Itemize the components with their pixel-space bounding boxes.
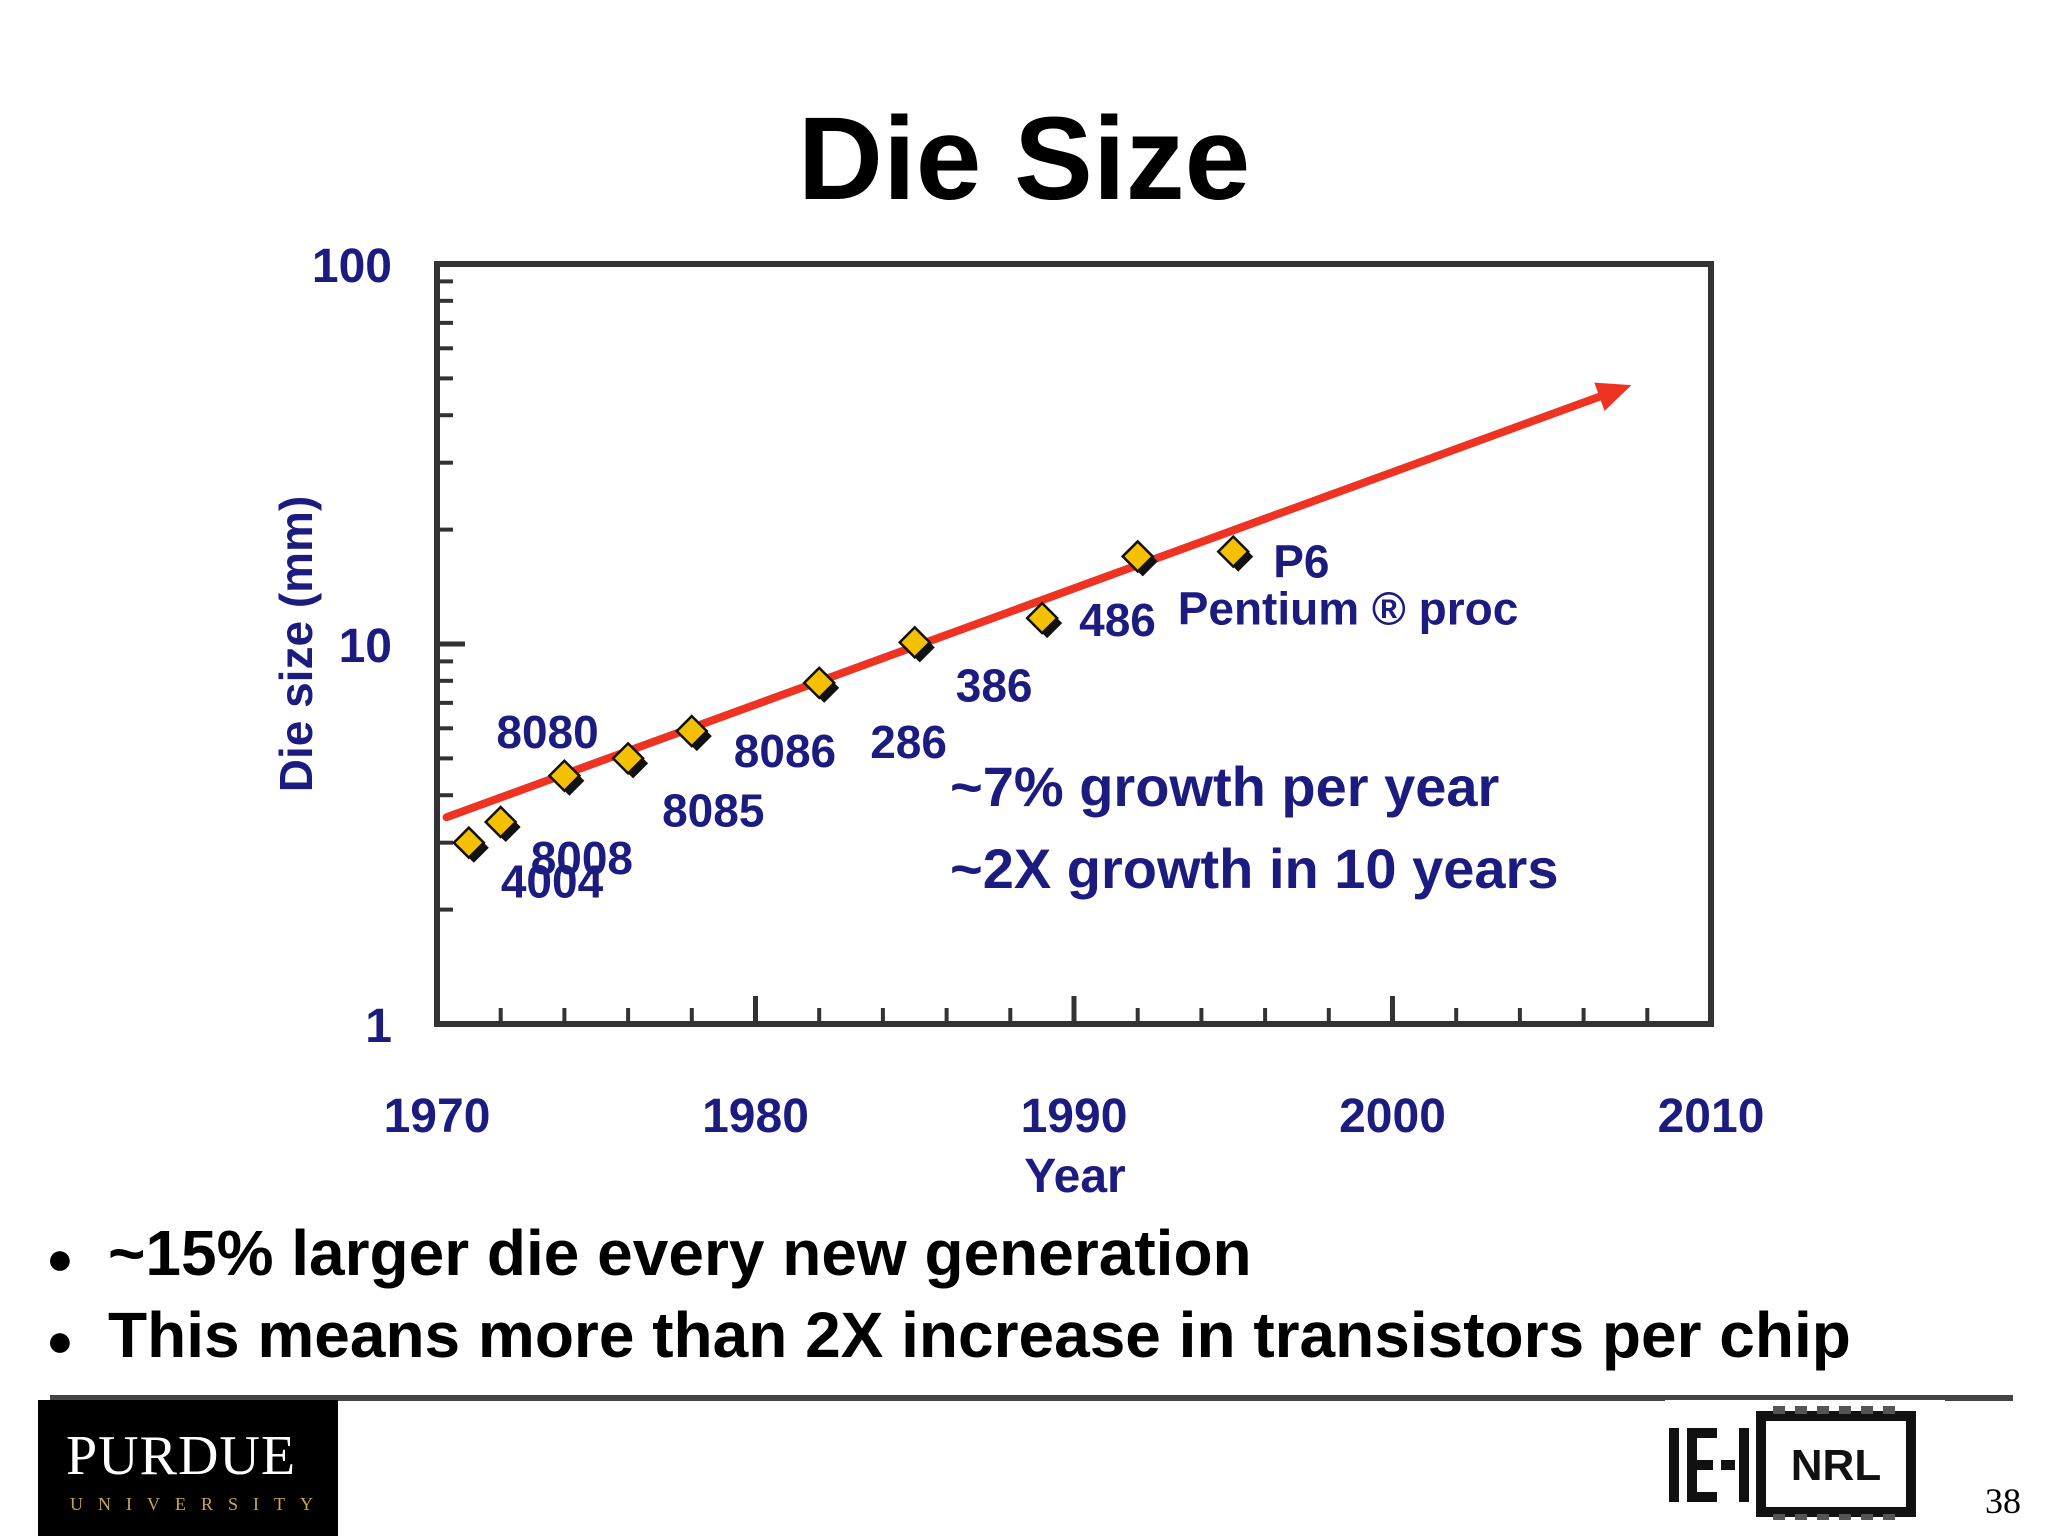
point-label: 8008 [531, 832, 633, 884]
y-tick-label: 10 [339, 620, 392, 673]
axis-major-ticks [434, 261, 1714, 1027]
point-label: P6 [1273, 536, 1329, 588]
point-label: 4004 [501, 856, 604, 908]
point-label: 8080 [496, 706, 598, 758]
marker-diamond [1216, 534, 1251, 569]
point-label: 286 [870, 716, 947, 768]
purdue-logo-sub: UNIVERSITY [70, 1494, 328, 1514]
data-point-marker [897, 625, 935, 663]
marker-diamond [483, 805, 518, 839]
marker-diamond [547, 759, 582, 793]
y-tick-label: 100 [312, 240, 392, 293]
x-tick-label: 2010 [1658, 1090, 1765, 1143]
footer-divider [50, 1395, 2013, 1401]
data-point-marker [611, 741, 649, 779]
plot-frame [434, 261, 1714, 1027]
bullet-item: ● ~15% larger die every new generation [46, 1212, 1851, 1294]
x-tick-label: 1970 [384, 1090, 491, 1143]
x-tick-label: 2000 [1339, 1090, 1446, 1143]
bullet-dot-icon: ● [46, 1232, 74, 1285]
slide-title: Die Size [797, 93, 1251, 225]
x-tick-label: 1980 [702, 1090, 809, 1143]
marker-diamond [1025, 601, 1059, 635]
marker-diamond [1120, 539, 1155, 574]
data-point-marker [802, 666, 840, 703]
data-point-marker [675, 714, 712, 752]
axis-minor-ticks [437, 279, 1650, 1024]
marker-diamond [675, 714, 709, 748]
point-label: 486 [1079, 594, 1156, 646]
y-axis-label: Die size (mm) [270, 496, 322, 793]
y-tick-label: 1 [365, 1000, 392, 1053]
marker-diamond [897, 625, 932, 660]
annotation-growth-rate: ~7% growth per year [950, 755, 1499, 818]
data-point-marker [1025, 601, 1063, 639]
data-point-marker [483, 805, 521, 843]
data-point-marker [452, 825, 489, 863]
x-axis-label: Year [1024, 1150, 1125, 1203]
data-point-marker [1120, 539, 1158, 577]
data-markers [452, 534, 1254, 863]
point-label: 386 [956, 659, 1033, 711]
point-label: 8085 [662, 784, 764, 836]
point-label: Pentium ® proc [1178, 582, 1519, 634]
bullet-item: ● This means more than 2X increase in tra… [46, 1294, 1851, 1376]
tick-labels: 1970 1980 1990 2000 2010 1 10 100 [312, 240, 1764, 1143]
page-number: 38 [1985, 1481, 2021, 1521]
marker-diamond [611, 741, 645, 776]
data-point-marker [547, 759, 585, 796]
data-point-marker [1216, 534, 1254, 572]
x-tick-label: 1990 [1021, 1090, 1128, 1143]
purdue-university-logo: PURDUE UNIVERSITY [38, 1400, 338, 1536]
annotation-doubling: ~2X growth in 10 years [950, 837, 1558, 900]
bullet-text: ~15% larger die every new generation [108, 1217, 1252, 1289]
point-label: 8086 [734, 725, 836, 777]
bullet-list: ● ~15% larger die every new generation ● T… [46, 1212, 1851, 1376]
trend-arrowhead [1594, 382, 1632, 411]
marker-diamond [802, 666, 836, 700]
bullet-text: This means more than 2X increase in tran… [108, 1299, 1851, 1371]
nrl-logo-text: NRL [1791, 1441, 1881, 1490]
trend-line [442, 388, 1615, 822]
ieee-nrl-logo: NRL [1665, 1400, 1945, 1520]
bullet-dot-icon: ● [46, 1314, 74, 1367]
marker-diamond [452, 825, 486, 860]
purdue-logo-name: PURDUE [66, 1425, 297, 1487]
